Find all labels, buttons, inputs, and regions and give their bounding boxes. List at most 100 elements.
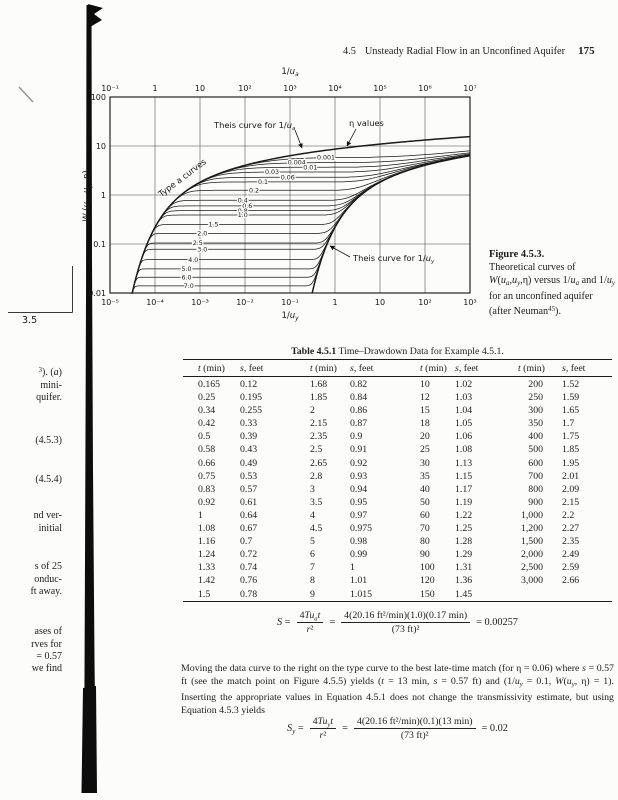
page-header: 4.5 Unsteady Radial Flow in an Unconfined… xyxy=(343,45,603,57)
bottom-axis-tick: 10⁻⁴ xyxy=(146,298,164,307)
section-title: Unsteady Radial Flow in an Unconfined Aq… xyxy=(364,46,566,57)
table-cell: 3.5 xyxy=(310,496,323,508)
table-title: Table 4.5.1 Time–Drawdown Data for Examp… xyxy=(291,346,504,357)
table-cell: 0.99 xyxy=(350,549,368,561)
table-cell: 0.64 xyxy=(240,509,258,521)
table-cell: 1,000 xyxy=(520,509,543,521)
table-cell: 0.92 xyxy=(198,496,216,508)
table-cell: 80 xyxy=(420,536,430,548)
table-cell: 0.67 xyxy=(240,523,258,535)
table-cell: 4 xyxy=(310,509,315,521)
table-cell: 0.75 xyxy=(198,470,216,482)
table-cell: 0.86 xyxy=(350,405,368,417)
table-cell: 1.08 xyxy=(455,444,473,456)
table-cell: 35 xyxy=(420,470,430,482)
table-cell: 0.7 xyxy=(240,536,253,548)
table-cell: 30 xyxy=(420,457,430,469)
table-cell: 0.57 xyxy=(240,483,258,495)
book-spine-shadow xyxy=(81,4,103,793)
table-cell: 0.12 xyxy=(240,379,258,390)
eta-curve-label: 0.004 xyxy=(288,160,306,167)
margin-text-fragment: onduc- xyxy=(34,574,62,585)
table-cell: 0.82 xyxy=(350,379,368,390)
table-cell: 1.85 xyxy=(310,392,328,404)
theis-curve-bottom xyxy=(311,155,469,294)
margin-text-fragment: initial xyxy=(38,523,62,534)
table-cell: 0.53 xyxy=(240,470,258,482)
table-cell: 1.05 xyxy=(455,418,473,430)
table-cell: 0.34 xyxy=(198,405,216,417)
top-axis-tick: 1 xyxy=(152,84,157,93)
margin-text-fragment: 3). (a) xyxy=(38,367,62,379)
table-cell: 0.83 xyxy=(198,483,216,495)
table-cell: 1.01 xyxy=(350,575,368,587)
equals-sign: = xyxy=(329,617,336,628)
table-cell: 9 xyxy=(310,588,315,600)
table-cell: 0.94 xyxy=(350,483,368,495)
column-header: s, feet xyxy=(350,359,420,377)
table-cell: 0.43 xyxy=(240,444,258,456)
table-cell: 1.08 xyxy=(198,523,216,535)
table-cell: 0.93 xyxy=(350,470,368,482)
table-cell: 0.78 xyxy=(240,588,258,600)
table-cell: 18 xyxy=(420,418,430,430)
eta-curve-label: 7.0 xyxy=(184,283,194,290)
table-cell: 2.8 xyxy=(310,470,323,482)
y-axis-title: W (ua, uy, η) xyxy=(82,170,93,222)
table-cell: 12 xyxy=(420,392,430,404)
table-cell: 0.58 xyxy=(198,444,216,456)
fraction-numerator: 4(20.16 ft²/min)(0.1)(13 min) xyxy=(356,716,473,727)
margin-text-fragment: (4.5.4) xyxy=(35,474,62,485)
table-cell: 2.5 xyxy=(310,444,323,456)
table-cell: 1.33 xyxy=(198,562,216,574)
table-cell: 2.09 xyxy=(562,483,580,495)
bottom-axis-tick: 10² xyxy=(418,298,431,307)
table-cell: 1,200 xyxy=(520,523,543,535)
fraction: 4Tuyt r² xyxy=(309,716,337,741)
table-cell: 1.24 xyxy=(198,549,216,561)
fraction-denominator: (73 ft)² xyxy=(353,728,476,741)
table-cell: 350 xyxy=(528,418,543,430)
table-cell xyxy=(545,588,612,602)
y-axis-tick: 10 xyxy=(96,142,106,151)
column-header: s, feet xyxy=(240,359,310,377)
table-row: 1.24 0.72 6 0.99 90 1.29 2,000 2.49 xyxy=(183,548,612,561)
table-cell: 1.59 xyxy=(562,392,580,404)
table-cell: 4.5 xyxy=(310,523,323,535)
margin-text-fragment: ases of xyxy=(34,626,63,637)
table-cell: 2.01 xyxy=(562,470,580,482)
table-cell: 0.74 xyxy=(240,562,258,574)
table-cell: 0.25 xyxy=(198,392,216,404)
table-row: 0.75 0.53 2.8 0.93 35 1.15 700 2.01 xyxy=(183,470,612,483)
table-cell: 0.91 xyxy=(350,444,368,456)
table-cell: 60 xyxy=(420,509,430,521)
table-row: 1 0.64 4 0.97 60 1.22 1,000 2.2 xyxy=(183,509,612,522)
margin-text-fragment: ft away. xyxy=(30,586,62,597)
table-cell: 2,500 xyxy=(520,562,543,574)
table-cell: 2.15 xyxy=(562,496,580,508)
table-cell: 1.13 xyxy=(455,457,473,469)
bottom-axis-tick: 10⁻³ xyxy=(191,298,209,307)
eta-curve-label: 5.0 xyxy=(181,266,191,273)
table-cell: 0.92 xyxy=(350,457,368,469)
table-header: t (min) s, feet t (min) s, feet t (min) s, fe… xyxy=(183,359,612,377)
margin-text-fragment: nd ver- xyxy=(33,510,62,521)
table-cell: 600 xyxy=(528,457,543,469)
table-cell: 2.27 xyxy=(562,523,580,535)
table-cell: 1 xyxy=(350,562,355,574)
table-row: 0.92 0.61 3.5 0.95 50 1.19 900 2.15 xyxy=(183,496,612,509)
fraction-numerator: 4(20.16 ft²/min)(1.0)(0.17 min) xyxy=(344,610,468,621)
equals-sign: = xyxy=(342,723,348,734)
table-cell: 0.49 xyxy=(240,457,258,469)
table-cell xyxy=(518,588,545,602)
table-cell: 0.5 xyxy=(198,431,211,443)
equation-result: = 0.00257 xyxy=(476,617,518,628)
chart-annotations xyxy=(294,128,357,258)
bottom-axis-tick: 1 xyxy=(332,298,337,307)
margin-text-fragment: mini- xyxy=(40,380,62,391)
eta-curve-label: 4.0 xyxy=(188,257,198,264)
table-row: 0.83 0.57 3 0.94 40 1.17 800 2.09 xyxy=(183,483,612,496)
table-cell: 1.31 xyxy=(455,562,473,574)
table-cell: 1.28 xyxy=(455,536,473,548)
table-cell: 1.95 xyxy=(562,457,580,469)
